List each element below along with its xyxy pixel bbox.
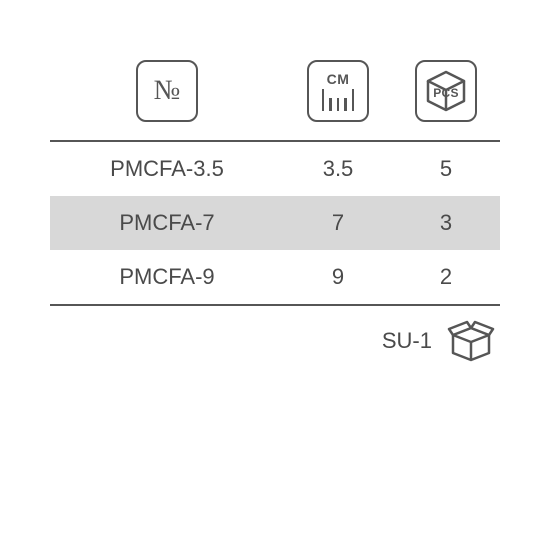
cell-size: 3.5 (284, 156, 392, 182)
table-header-row: № CM PCS (50, 60, 500, 142)
cell-size: 9 (284, 264, 392, 290)
header-cell-code: № (50, 60, 284, 122)
number-icon: № (136, 60, 198, 122)
open-box-icon (446, 320, 496, 362)
number-icon-label: № (154, 75, 181, 107)
cell-size: 7 (284, 210, 392, 236)
box-pcs-icon: PCS (415, 60, 477, 122)
cell-code: PMCFA-9 (50, 264, 284, 290)
header-cell-pcs: PCS (392, 60, 500, 122)
ruler-icon: CM (307, 60, 369, 122)
footer-label: SU-1 (382, 328, 432, 354)
cell-pcs: 3 (392, 210, 500, 236)
ruler-ticks (322, 89, 355, 111)
cell-code: PMCFA-7 (50, 210, 284, 236)
table-row: PMCFA-9 9 2 (50, 250, 500, 304)
table-row: PMCFA-3.5 3.5 5 (50, 142, 500, 196)
product-table: № CM PCS (50, 60, 500, 362)
cell-pcs: 2 (392, 264, 500, 290)
box-pcs-icon-label: PCS (433, 86, 459, 100)
table-row: PMCFA-7 7 3 (50, 196, 500, 250)
ruler-icon-label: CM (327, 71, 350, 87)
header-cell-size: CM (284, 60, 392, 122)
cell-pcs: 5 (392, 156, 500, 182)
table-footer: SU-1 (50, 306, 500, 362)
cell-code: PMCFA-3.5 (50, 156, 284, 182)
